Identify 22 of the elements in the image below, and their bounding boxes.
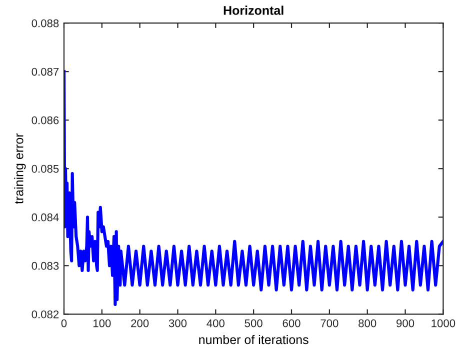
x-tick-label: 400 (206, 319, 225, 328)
y-tick-label: 0.086 (32, 116, 59, 124)
x-tick-label: 700 (320, 319, 338, 328)
y-tick-label: 0.084 (32, 213, 59, 222)
line-series (64, 70, 444, 306)
x-tick-label: 200 (131, 319, 149, 328)
y-tick-label: 0.088 (32, 19, 59, 28)
x-axis-title: number of iterations (199, 334, 308, 344)
x-tick-label: 500 (244, 319, 262, 328)
chart-title: Horizontal (224, 6, 284, 15)
x-tick-label: 900 (396, 319, 414, 328)
y-tick-label: 0.083 (32, 262, 59, 270)
x-tick-label: 600 (282, 319, 300, 328)
x-tick-label: 100 (93, 319, 111, 328)
y-tick-label: 0.085 (32, 164, 59, 173)
x-tick-label: 800 (358, 319, 376, 328)
x-tick-label: 0 (61, 319, 67, 328)
y-axis-title: training error (14, 133, 26, 204)
x-tick-label: 300 (168, 319, 187, 328)
y-tick-label: 0.087 (32, 68, 59, 76)
x-tick-label: 1000 (432, 319, 456, 328)
y-tick-label: 0.082 (32, 310, 59, 318)
